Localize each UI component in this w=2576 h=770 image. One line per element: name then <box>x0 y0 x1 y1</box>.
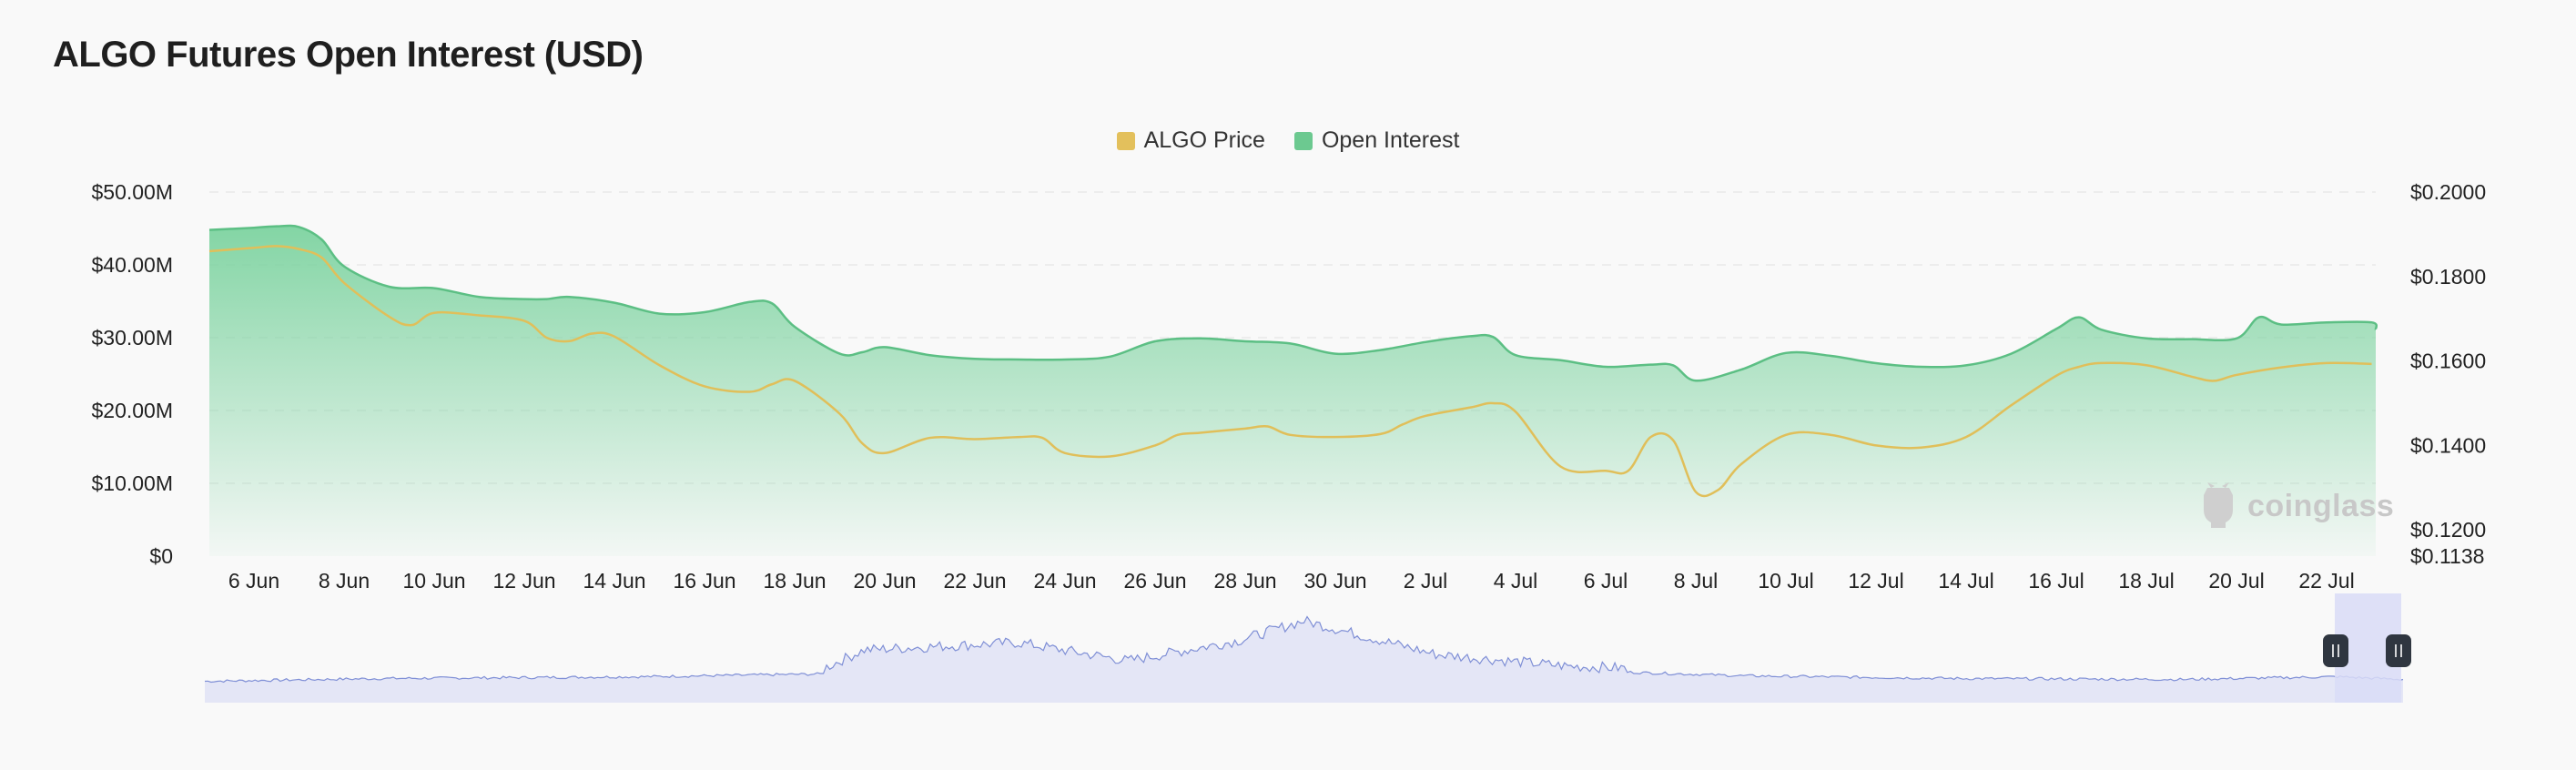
y-left-tick-label: $40.00M <box>91 253 173 277</box>
x-tick-label: 12 Jun <box>492 569 555 593</box>
watermark-text: coinglass <box>2247 488 2395 523</box>
x-tick-label: 6 Jun <box>228 569 279 593</box>
y-right-tick-label: $0.2000 <box>2410 180 2486 204</box>
x-tick-label: 8 Jul <box>1674 569 1719 593</box>
x-tick-label: 10 Jul <box>1758 569 1813 593</box>
x-tick-label: 8 Jun <box>319 569 370 593</box>
chart-legend: ALGO Price Open Interest <box>0 127 2576 154</box>
legend-item-algo-price[interactable]: ALGO Price <box>1116 127 1265 154</box>
x-tick-label: 28 Jun <box>1213 569 1276 593</box>
x-tick-label: 22 Jun <box>943 569 1006 593</box>
page-title: ALGO Futures Open Interest (USD) <box>53 35 644 75</box>
x-tick-label: 18 Jul <box>2118 569 2174 593</box>
legend-label-algo-price: ALGO Price <box>1143 127 1265 153</box>
coinglass-logo-icon <box>2204 482 2233 528</box>
x-tick-label: 16 Jun <box>673 569 735 593</box>
open-interest-area <box>209 226 2377 556</box>
x-tick-label: 24 Jun <box>1033 569 1096 593</box>
x-tick-label: 2 Jul <box>1404 569 1448 593</box>
x-tick-label: 30 Jun <box>1303 569 1366 593</box>
y-left-tick-label: $0 <box>149 544 173 568</box>
x-tick-label: 10 Jun <box>402 569 465 593</box>
x-tick-label: 20 Jul <box>2208 569 2264 593</box>
y-left-tick-label: $50.00M <box>91 180 173 204</box>
x-tick-label: 22 Jul <box>2298 569 2354 593</box>
open-interest-line <box>208 224 2378 382</box>
x-tick-label: 4 Jul <box>1494 569 1538 593</box>
x-tick-label: 14 Jun <box>583 569 645 593</box>
legend-swatch-algo-price <box>1116 131 1135 150</box>
legend-label-open-interest: Open Interest <box>1321 127 1460 153</box>
y-right-tick-label: $0.1138 <box>2410 544 2484 568</box>
x-tick-label: 18 Jun <box>763 569 826 593</box>
x-tick-label: 6 Jul <box>1584 569 1628 593</box>
algo-price-line <box>208 245 2372 498</box>
y-right-tick-label: $0.1600 <box>2410 350 2486 373</box>
legend-item-open-interest[interactable]: Open Interest <box>1293 127 1460 154</box>
x-tick-label: 12 Jul <box>1848 569 1903 593</box>
watermark: coinglass <box>2198 482 2394 530</box>
navigator-line <box>204 615 2404 684</box>
y-left-tick-label: $30.00M <box>91 326 173 350</box>
legend-swatch-open-interest <box>1293 131 1313 150</box>
y-left-tick-label: $10.00M <box>91 471 173 495</box>
y-right-tick-label: $0.1800 <box>2410 265 2486 289</box>
y-left-tick-label: $20.00M <box>91 399 173 422</box>
y-right-tick-label: $0.1400 <box>2410 433 2486 457</box>
x-tick-label: 14 Jul <box>1938 569 1993 593</box>
navigator-area <box>205 616 2403 703</box>
navigator-handle-right[interactable] <box>2386 634 2411 667</box>
y-right-tick-label: $0.1200 <box>2410 518 2486 542</box>
navigator-handle-left[interactable] <box>2323 634 2348 667</box>
x-tick-label: 16 Jul <box>2028 569 2084 593</box>
x-tick-label: 20 Jun <box>853 569 916 593</box>
x-tick-label: 26 Jun <box>1123 569 1186 593</box>
